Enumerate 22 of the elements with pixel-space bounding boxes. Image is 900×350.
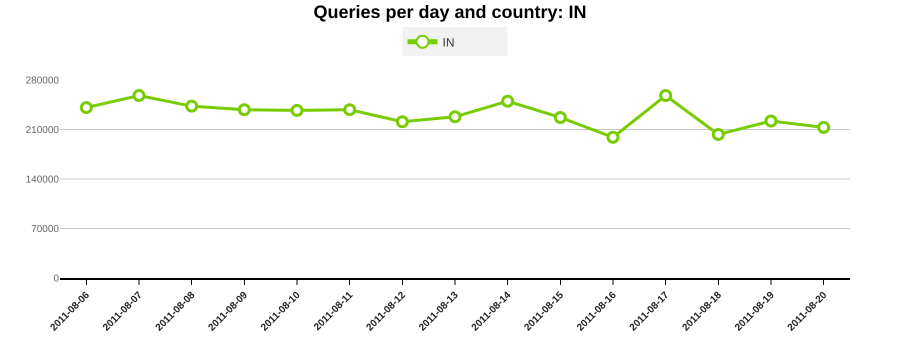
point xyxy=(185,100,198,113)
point xyxy=(80,101,93,114)
point xyxy=(817,120,830,134)
point xyxy=(712,128,725,141)
point xyxy=(132,89,146,102)
chart-title: Queries per day and country: IN xyxy=(313,2,587,22)
point xyxy=(764,114,778,128)
y-tick-label: 280000 xyxy=(26,76,60,86)
point xyxy=(659,89,672,102)
point xyxy=(501,94,514,108)
y-tick-label: 70000 xyxy=(31,224,60,235)
point xyxy=(396,115,409,128)
point xyxy=(343,103,356,116)
point xyxy=(554,110,567,124)
legend-label: IN xyxy=(442,35,454,50)
point xyxy=(290,104,304,117)
point xyxy=(448,110,462,124)
y-tick-label: 0 xyxy=(53,274,60,284)
y-tick-label: 140000 xyxy=(26,174,60,186)
point xyxy=(606,130,620,144)
y-tick-label: 210000 xyxy=(26,125,60,136)
point xyxy=(238,103,251,116)
